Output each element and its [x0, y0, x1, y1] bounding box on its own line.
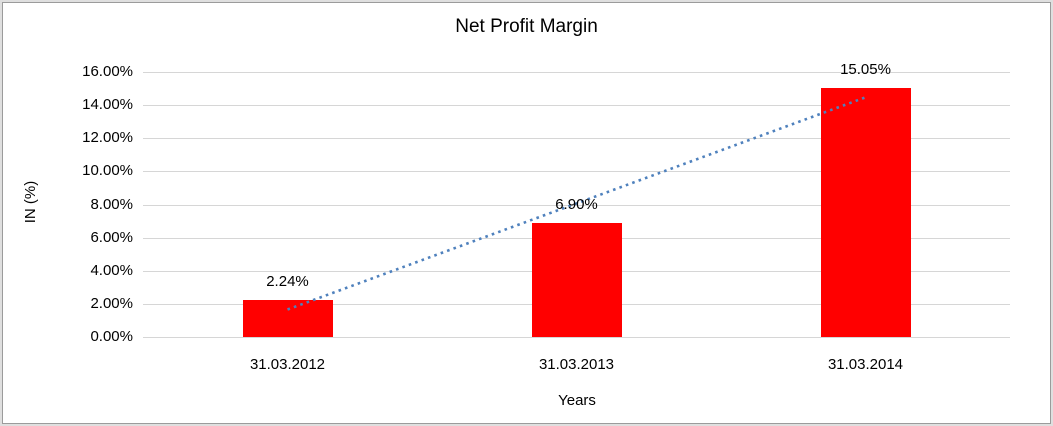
- bar-31.03.2012: [242, 299, 333, 337]
- y-tick-label: 12.00%: [82, 129, 133, 146]
- y-tick-label: 4.00%: [90, 262, 133, 279]
- trendline: [287, 96, 866, 311]
- x-tick-label: 31.03.2012: [249, 356, 326, 373]
- gridline: [143, 337, 1010, 338]
- bar-31.03.2014: [820, 87, 911, 337]
- bar-31.03.2013: [531, 222, 622, 337]
- data-label: 6.90%: [555, 195, 598, 213]
- gridline: [143, 72, 1010, 73]
- gridline: [143, 205, 1010, 206]
- y-tick-label: 6.00%: [90, 229, 133, 246]
- data-label: 15.05%: [840, 60, 891, 78]
- y-tick-label: 10.00%: [82, 162, 133, 179]
- y-tick-label: 16.00%: [82, 63, 133, 80]
- x-tick-label: 31.03.2014: [827, 356, 904, 373]
- x-tick-label: 31.03.2013: [538, 356, 615, 373]
- y-tick-label: 2.00%: [90, 295, 133, 312]
- gridline: [143, 105, 1010, 106]
- data-label: 2.24%: [266, 272, 309, 290]
- y-tick-label: 0.00%: [90, 328, 133, 345]
- gridline: [143, 138, 1010, 139]
- gridline: [143, 171, 1010, 172]
- y-tick-label: 8.00%: [90, 196, 133, 213]
- chart-title: Net Profit Margin: [455, 16, 598, 37]
- y-tick-label: 14.00%: [82, 96, 133, 113]
- x-axis-title: Years: [558, 392, 596, 409]
